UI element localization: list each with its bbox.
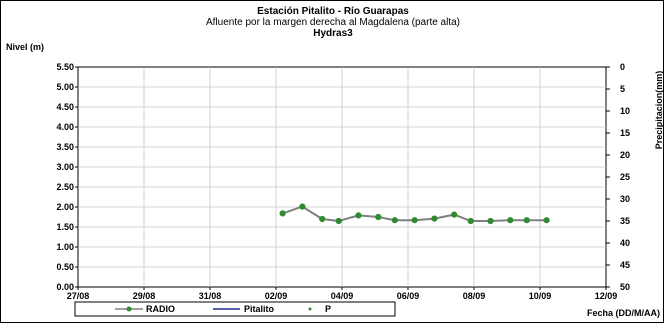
y-tick-label: 2.00 <box>56 202 74 212</box>
y2-tick-label: 10 <box>620 106 630 116</box>
x-tick-label: 12/09 <box>595 291 618 301</box>
legend-p-label: P <box>325 304 331 314</box>
y2-tick-label: 20 <box>620 150 630 160</box>
y2-tick-label: 40 <box>620 238 630 248</box>
series-radio-point <box>391 217 398 224</box>
y2-tick-label: 45 <box>620 260 630 270</box>
y-tick-label: 3.50 <box>56 142 74 152</box>
x-tick-label: 31/08 <box>199 291 222 301</box>
series-radio-point <box>355 212 362 219</box>
y2-tick-label: 30 <box>620 194 630 204</box>
y2-tick-label: 50 <box>620 282 630 292</box>
x-tick-label: 04/09 <box>331 291 354 301</box>
series-radio-point <box>487 217 494 225</box>
y-tick-label: 1.00 <box>56 242 74 252</box>
series-radio-point <box>431 215 438 222</box>
series-layer <box>279 203 550 225</box>
series-radio-point <box>375 213 382 221</box>
series-radio-point <box>467 217 474 225</box>
y-tick-label: 1.50 <box>56 222 74 232</box>
legend-radio-marker <box>126 306 132 312</box>
y2-tick-label: 35 <box>620 216 630 226</box>
series-radio-point <box>523 217 530 224</box>
grid <box>77 66 607 288</box>
y-tick-label: 4.50 <box>56 102 74 112</box>
x-tick-label: 29/08 <box>133 291 156 301</box>
x-tick-label: 27/08 <box>67 291 90 301</box>
y2-tick-label: 5 <box>620 84 625 94</box>
series-radio-point <box>299 203 306 210</box>
axes <box>75 66 610 290</box>
x-axis-title: Fecha (DD/M/AA) <box>587 308 660 318</box>
tick-labels: 0.00 0.50 1.00 1.50 2.00 2.50 3.00 3.50 4.00 4.50… <box>56 62 630 301</box>
y2-axis-title: Precipitacion(mm) <box>654 71 664 150</box>
y2-tick-label: 0 <box>620 62 625 72</box>
y-tick-label: 0.00 <box>56 282 74 292</box>
legend-p-marker <box>308 307 312 311</box>
y-tick-label: 5.00 <box>56 82 74 92</box>
y-tick-label: 3.00 <box>56 162 74 172</box>
legend: RADIO Pitalito P <box>74 301 396 317</box>
x-tick-label: 06/09 <box>397 291 420 301</box>
y-tick-label: 4.00 <box>56 122 74 132</box>
y-axis-title: Nivel (m) <box>6 42 44 52</box>
series-radio-point <box>507 217 514 224</box>
y-tick-label: 5.50 <box>56 62 74 72</box>
chart-subtitle: Afluente por la margen derecha al Magdal… <box>206 17 460 28</box>
series-radio-point <box>411 217 418 224</box>
y2-tick-label: 25 <box>620 172 630 182</box>
legend-radio-label: RADIO <box>146 304 175 314</box>
series-radio-point <box>319 215 326 223</box>
series-radio-point <box>543 217 550 224</box>
y2-tick-label: 15 <box>620 128 630 138</box>
x-tick-label: 10/09 <box>529 291 552 301</box>
y-tick-label: 0.50 <box>56 262 74 272</box>
series-radio-point <box>451 211 458 218</box>
y-tick-label: 2.50 <box>56 182 74 192</box>
chart-title: Estación Pitalito - Río Guarapas <box>257 6 409 17</box>
x-tick-label: 08/09 <box>463 291 486 301</box>
legend-pitalito-label: Pitalito <box>244 304 275 314</box>
series-radio-point <box>335 217 342 225</box>
chart-subtitle-hydras: Hydras3 <box>313 28 353 39</box>
series-radio-point <box>279 210 286 217</box>
x-tick-label: 02/09 <box>265 291 288 301</box>
